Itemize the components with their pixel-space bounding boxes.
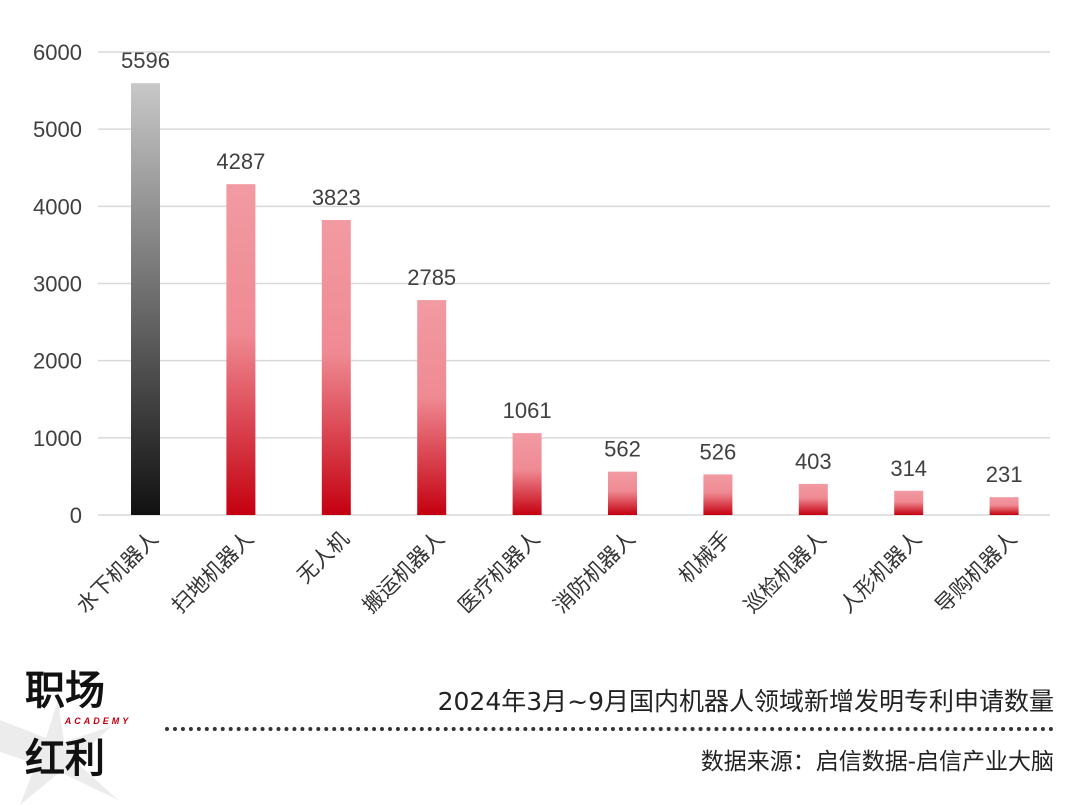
zhichang-hongli-logo: 职场 ACADEMY 红利 xyxy=(0,668,132,805)
y-tick-label: 4000 xyxy=(33,194,82,219)
y-tick-label: 3000 xyxy=(33,272,82,297)
chart-svg: 0 1000 2000 3000 4000 5000 6000 5596 4287 3823 27… xyxy=(33,40,1050,618)
bar xyxy=(894,490,924,515)
bar xyxy=(608,471,637,515)
bar xyxy=(321,219,351,516)
bar-value-label: 3823 xyxy=(312,185,361,210)
category-label: 搬运机器人 xyxy=(358,527,449,618)
bar-value-label: 231 xyxy=(986,462,1023,487)
bars xyxy=(131,83,1019,516)
x-axis-category-labels: 水下机器人 扫地机器人 无人机 搬运机器人 医疗机器人 消防机器人 机械手 巡检机器人 人形机器… xyxy=(72,527,1022,618)
category-label: 消防机器人 xyxy=(549,527,640,618)
bar-value-label: 562 xyxy=(604,437,641,462)
bar xyxy=(417,300,447,515)
y-tick-label: 0 xyxy=(70,503,82,528)
gridlines xyxy=(98,51,1050,516)
y-tick-label: 2000 xyxy=(33,349,82,374)
dotted-divider xyxy=(165,727,1054,731)
bar xyxy=(703,474,733,515)
chart-footer: 职场 ACADEMY 红利 2024年3月~9月国内机器人领域新增发明专利申请数… xyxy=(0,660,1080,805)
bar-value-label: 403 xyxy=(795,449,832,474)
category-label: 导购机器人 xyxy=(930,527,1021,618)
bar xyxy=(512,433,542,515)
chart-title: 2024年3月~9月国内机器人领域新增发明专利申请数量 xyxy=(437,687,1054,716)
bar xyxy=(989,497,1019,515)
category-label: 无人机 xyxy=(292,527,354,589)
y-tick-label: 5000 xyxy=(33,117,82,142)
category-label: 机械手 xyxy=(674,527,736,589)
logo-line2: 红利 xyxy=(25,736,105,782)
bar-value-label: 526 xyxy=(700,439,737,464)
bar-value-label: 1061 xyxy=(503,398,552,423)
y-tick-label: 1000 xyxy=(33,426,82,451)
category-label: 扫地机器人 xyxy=(167,527,258,618)
logo-tagline: ACADEMY xyxy=(64,716,132,726)
logo-line1: 职场 xyxy=(25,668,105,714)
category-label: 人形机器人 xyxy=(835,527,926,618)
bar-value-label: 314 xyxy=(890,456,927,481)
bar xyxy=(131,83,160,516)
bar xyxy=(226,184,256,515)
bar-value-label: 5596 xyxy=(121,48,170,73)
data-labels: 5596 4287 3823 2785 1061 562 526 403 314 231 xyxy=(121,48,1022,487)
y-axis-tick-labels: 0 1000 2000 3000 4000 5000 6000 xyxy=(33,40,82,528)
bar-chart: 0 1000 2000 3000 4000 5000 6000 5596 4287 3823 27… xyxy=(33,40,1050,618)
category-label: 巡检机器人 xyxy=(740,527,831,618)
y-tick-label: 6000 xyxy=(33,40,82,65)
data-source: 数据来源：启信数据-启信产业大脑 xyxy=(700,749,1054,775)
bar xyxy=(798,483,828,515)
category-label: 水下机器人 xyxy=(72,527,163,618)
bar-value-label: 4287 xyxy=(216,149,265,174)
category-label: 医疗机器人 xyxy=(453,527,544,618)
bar-value-label: 2785 xyxy=(407,265,456,290)
